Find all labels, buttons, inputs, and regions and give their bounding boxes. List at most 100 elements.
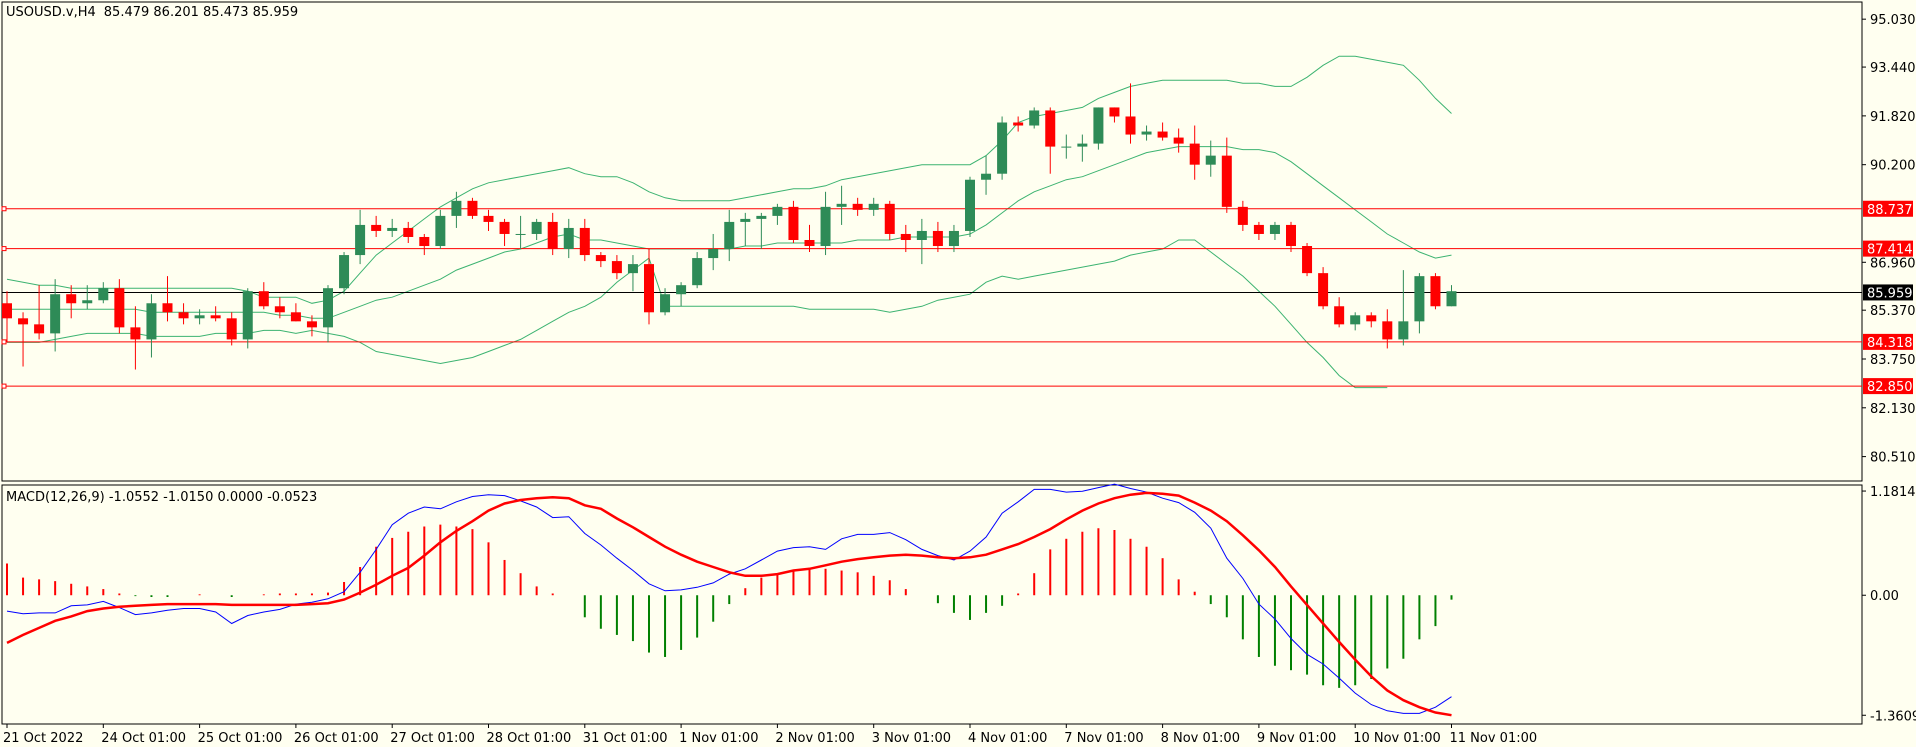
candle-bull bbox=[1061, 146, 1072, 148]
candle-bear bbox=[788, 206, 799, 240]
macd-tick-label: 1.1814 bbox=[1870, 485, 1916, 500]
time-tick-label: 2 Nov 01:00 bbox=[775, 731, 854, 746]
candle-bull bbox=[323, 288, 333, 328]
candle-bear bbox=[900, 233, 911, 240]
candle-bear bbox=[595, 255, 606, 262]
level-label: 82.850 bbox=[1867, 380, 1913, 395]
level-label-box bbox=[1863, 378, 1913, 395]
candle-bull bbox=[997, 122, 1008, 174]
time-tick-label: 28 Oct 01:00 bbox=[487, 731, 572, 746]
candle-bull bbox=[146, 303, 157, 340]
candle-bear bbox=[547, 221, 558, 250]
candle-bear bbox=[114, 288, 125, 328]
level-label: 88.737 bbox=[1867, 203, 1913, 218]
candle-bear bbox=[483, 215, 494, 222]
time-tick-label: 3 Nov 01:00 bbox=[872, 731, 951, 746]
level-label: 84.318 bbox=[1867, 336, 1913, 351]
candle-bear bbox=[579, 227, 590, 256]
candle-bear bbox=[290, 312, 301, 322]
candle-bear bbox=[499, 221, 510, 234]
symbol-label: USOUSD.v,H4 bbox=[6, 5, 96, 20]
candle-bull bbox=[515, 233, 526, 235]
candle-bull bbox=[772, 206, 783, 216]
candle-bear bbox=[1334, 306, 1345, 325]
time-tick-label: 27 Oct 01:00 bbox=[390, 731, 475, 746]
candle-bear bbox=[932, 230, 943, 247]
candle-bull bbox=[1093, 107, 1104, 144]
bollinger-lower-line bbox=[7, 239, 1388, 389]
candle-bull bbox=[660, 294, 671, 313]
candle-bull bbox=[50, 294, 61, 334]
candle-bull bbox=[1029, 110, 1040, 126]
candle-bull bbox=[563, 227, 574, 250]
candle-bear bbox=[178, 312, 189, 319]
price-panel-frame bbox=[1, 1, 1863, 482]
candle-bear bbox=[130, 327, 141, 340]
level-label-box bbox=[1863, 240, 1913, 257]
candle-bear bbox=[1237, 206, 1248, 225]
candle-bear bbox=[419, 236, 430, 247]
candle-bear bbox=[884, 203, 895, 234]
candle-bull bbox=[948, 230, 959, 247]
price-tick-label: 95.030 bbox=[1870, 13, 1916, 28]
candle-bull bbox=[836, 203, 847, 207]
price-tick-label: 93.440 bbox=[1870, 61, 1916, 76]
candle-bear bbox=[403, 227, 414, 237]
candle-bear bbox=[1157, 131, 1168, 138]
candle-bear bbox=[66, 294, 77, 304]
time-tick-label: 1 Nov 01:00 bbox=[679, 731, 758, 746]
candle-bull bbox=[1077, 143, 1088, 147]
candle-bull bbox=[1350, 315, 1361, 325]
candle-bull bbox=[627, 264, 638, 274]
candle-bull bbox=[1398, 321, 1409, 340]
candle-bear bbox=[1430, 276, 1441, 307]
candle-bull bbox=[868, 203, 879, 210]
time-tick-label: 7 Nov 01:00 bbox=[1064, 731, 1143, 746]
time-tick-label: 10 Nov 01:00 bbox=[1353, 731, 1441, 746]
candle-bear bbox=[34, 324, 45, 334]
time-tick-label: 11 Nov 01:00 bbox=[1450, 731, 1538, 746]
macd-axis: 1.1814 0.00 -1.3609 bbox=[1862, 485, 1916, 724]
candle-bear bbox=[1173, 137, 1184, 144]
candle-bull bbox=[1141, 131, 1152, 135]
macd-tick-label: 0.00 bbox=[1870, 589, 1899, 604]
candle-bull bbox=[820, 206, 831, 247]
candle-bull bbox=[242, 291, 253, 340]
macd-header: MACD(12,26,9) -1.0552 -1.0150 0.0000 -0.… bbox=[6, 490, 317, 505]
candle-bear bbox=[644, 264, 654, 313]
macd-indicator bbox=[6, 483, 1453, 717]
candle-bear bbox=[2, 303, 12, 319]
candle-bear bbox=[258, 291, 269, 307]
candle-bull bbox=[1205, 155, 1216, 165]
candle-bear bbox=[804, 239, 815, 247]
candle-bear bbox=[274, 306, 285, 313]
price-tick-label: 80.510 bbox=[1870, 451, 1916, 466]
time-tick-label: 24 Oct 01:00 bbox=[101, 731, 186, 746]
time-axis: 21 Oct 2022 24 Oct 01:00 25 Oct 01:00 26 Oc… bbox=[3, 724, 1537, 746]
price-tick-label: 91.820 bbox=[1870, 110, 1916, 125]
candle-bull bbox=[724, 221, 735, 250]
price-tick-label: 86.960 bbox=[1870, 256, 1916, 271]
level-label-box bbox=[1863, 200, 1913, 217]
level-marker bbox=[1, 246, 7, 252]
price-tick-label: 85.370 bbox=[1870, 304, 1916, 319]
level-marker bbox=[1, 339, 7, 345]
price-tick-label: 83.750 bbox=[1870, 353, 1916, 368]
candle-bear bbox=[1302, 246, 1313, 274]
candle-bull bbox=[194, 315, 205, 319]
candle-bear bbox=[1221, 155, 1232, 207]
candle-bull bbox=[708, 249, 719, 259]
candle-bull bbox=[1446, 291, 1457, 307]
candle-bear bbox=[162, 303, 173, 313]
candle-bull bbox=[98, 288, 109, 301]
candle-bear bbox=[1366, 315, 1377, 322]
candle-bull bbox=[756, 215, 767, 219]
time-tick-label: 9 Nov 01:00 bbox=[1257, 731, 1336, 746]
candle-bear bbox=[467, 200, 478, 216]
horizontal-levels bbox=[1, 206, 1862, 389]
candle-bull bbox=[82, 300, 93, 304]
candlesticks bbox=[2, 83, 1457, 370]
macd-tick-label: -1.3609 bbox=[1870, 709, 1916, 724]
